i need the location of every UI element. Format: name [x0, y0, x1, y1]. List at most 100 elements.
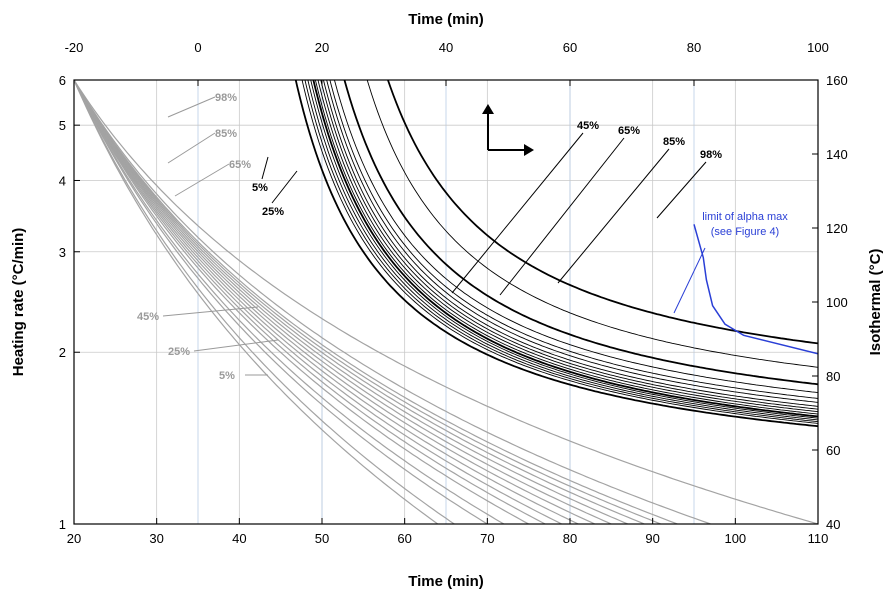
heating-curve — [74, 80, 580, 524]
y2-tick-label: 160 — [826, 73, 848, 88]
x2-tick-label: 80 — [687, 40, 701, 55]
heating-rate-leader — [167, 96, 216, 118]
heating-rate-label: 65% — [229, 159, 251, 171]
top-x-axis-title: Time (min) — [408, 11, 484, 28]
y2-tick-label: 100 — [826, 295, 848, 310]
isothermal-curve — [366, 80, 818, 368]
isothermal-label: 25% — [262, 206, 284, 218]
x-tick-label: 40 — [232, 531, 246, 546]
isothermal-curve — [312, 80, 818, 418]
y-tick-label: 1 — [59, 517, 66, 532]
y2-tick-label: 140 — [826, 147, 848, 162]
heating-curve — [74, 80, 646, 524]
right-y-axis-title: Isothermal (°C) — [867, 249, 884, 356]
x-tick-label: 70 — [480, 531, 494, 546]
heating-curve — [74, 80, 663, 524]
heating-curve — [74, 80, 597, 524]
x-axis-title: Time (min) — [408, 573, 484, 590]
grid — [74, 80, 818, 524]
x-tick-label: 80 — [563, 531, 577, 546]
annotation-leader — [673, 247, 706, 314]
heating-curve — [74, 80, 818, 524]
y-tick-label: 3 — [59, 245, 66, 260]
x2-tick-label: 0 — [194, 40, 201, 55]
isothermal-curve — [304, 80, 818, 423]
y-axis-title: Heating rate (°C/min) — [10, 228, 27, 377]
heating-rate-label: 85% — [215, 128, 237, 140]
heating-curve — [74, 80, 547, 524]
alpha-max-annotation: limit of alpha max (see Figure 4) — [702, 211, 788, 238]
isothermal-curve — [317, 80, 818, 413]
x-tick-label: 20 — [67, 531, 81, 546]
isothermal-curve — [301, 80, 818, 424]
isothermal-curve — [320, 80, 818, 410]
isothermal-label: 5% — [252, 182, 268, 194]
isothermal-label: 65% — [618, 125, 640, 137]
annotation-line-1: limit of alpha max — [702, 211, 788, 223]
y-tick-label: 5 — [59, 118, 66, 133]
heating-curve — [74, 80, 439, 524]
y-tick-label: 6 — [59, 73, 66, 88]
heating-curve — [74, 80, 680, 524]
heating-curve — [74, 80, 506, 524]
heating-rate-leader — [193, 339, 279, 352]
isothermal-leader — [656, 161, 707, 219]
heating-curve — [74, 80, 630, 524]
heating-curve — [74, 80, 713, 524]
y-tick-label: 4 — [59, 173, 66, 188]
alpha-max-limit-line — [693, 224, 818, 355]
heating-rate-label: 45% — [137, 311, 159, 323]
isothermal-label: 98% — [700, 149, 722, 161]
x-tick-label: 50 — [315, 531, 329, 546]
isothermal-curve — [343, 80, 818, 386]
heating-rate-leader — [162, 306, 259, 317]
ticks: 20 30 40 50 60 70 80 90 100 110 -20 0 20 40 60 80 100 1 2 3… — [59, 40, 848, 546]
isothermal-label: 45% — [577, 120, 599, 132]
isothermal-leader — [557, 148, 670, 284]
isothermal-curve — [333, 80, 818, 394]
curve-group — [74, 80, 818, 524]
isothermal-curve — [310, 80, 818, 419]
isothermal-curve — [307, 80, 818, 421]
annotation-line-2: (see Figure 4) — [711, 226, 779, 238]
isothermal-curve — [326, 80, 818, 403]
isothermal-curve — [314, 80, 818, 415]
isothermal-curve — [386, 80, 818, 345]
x2-tick-label: 20 — [315, 40, 329, 55]
heating-curve — [74, 80, 530, 524]
x-tick-label: 100 — [724, 531, 746, 546]
heating-curve — [74, 80, 456, 524]
x-tick-label: 110 — [808, 531, 829, 546]
heating-curve — [74, 80, 613, 524]
y2-tick-label: 80 — [826, 369, 840, 384]
x2-tick-label: 100 — [807, 40, 829, 55]
x2-tick-label: 40 — [439, 40, 453, 55]
isothermal-leader — [271, 170, 298, 204]
heating-curve — [74, 80, 489, 524]
labels: 98% 85% 65% 45% 25% 5% 45% 65% 85% 98% 5% 25% — [137, 92, 722, 382]
x-tick-label: 90 — [645, 531, 659, 546]
heating-rate-label: 98% — [215, 92, 237, 104]
heating-rate-label: 25% — [168, 346, 190, 358]
y2-tick-label: 120 — [826, 221, 848, 236]
isothermal-curve — [322, 80, 818, 407]
isothermal-leader — [261, 156, 269, 180]
direction-arrowhead-right — [524, 144, 534, 156]
x2-tick-label: -20 — [65, 40, 84, 55]
isothermal-leader — [499, 137, 625, 296]
y2-tick-label: 60 — [826, 443, 840, 458]
y-tick-label: 2 — [59, 345, 66, 360]
direction-arrowhead-up — [482, 104, 494, 114]
x2-tick-label: 60 — [563, 40, 577, 55]
isothermal-leader — [451, 132, 584, 294]
heating-rate-leader — [174, 163, 230, 197]
isothermal-curve — [294, 80, 818, 428]
heating-curve — [74, 80, 564, 524]
heating-rate-leader — [167, 132, 216, 164]
x-tick-label: 30 — [149, 531, 163, 546]
isothermal-label: 85% — [663, 136, 685, 148]
isothermal-curve — [329, 80, 818, 399]
heating-rate-label: 5% — [219, 370, 235, 382]
x-tick-label: 60 — [397, 531, 411, 546]
